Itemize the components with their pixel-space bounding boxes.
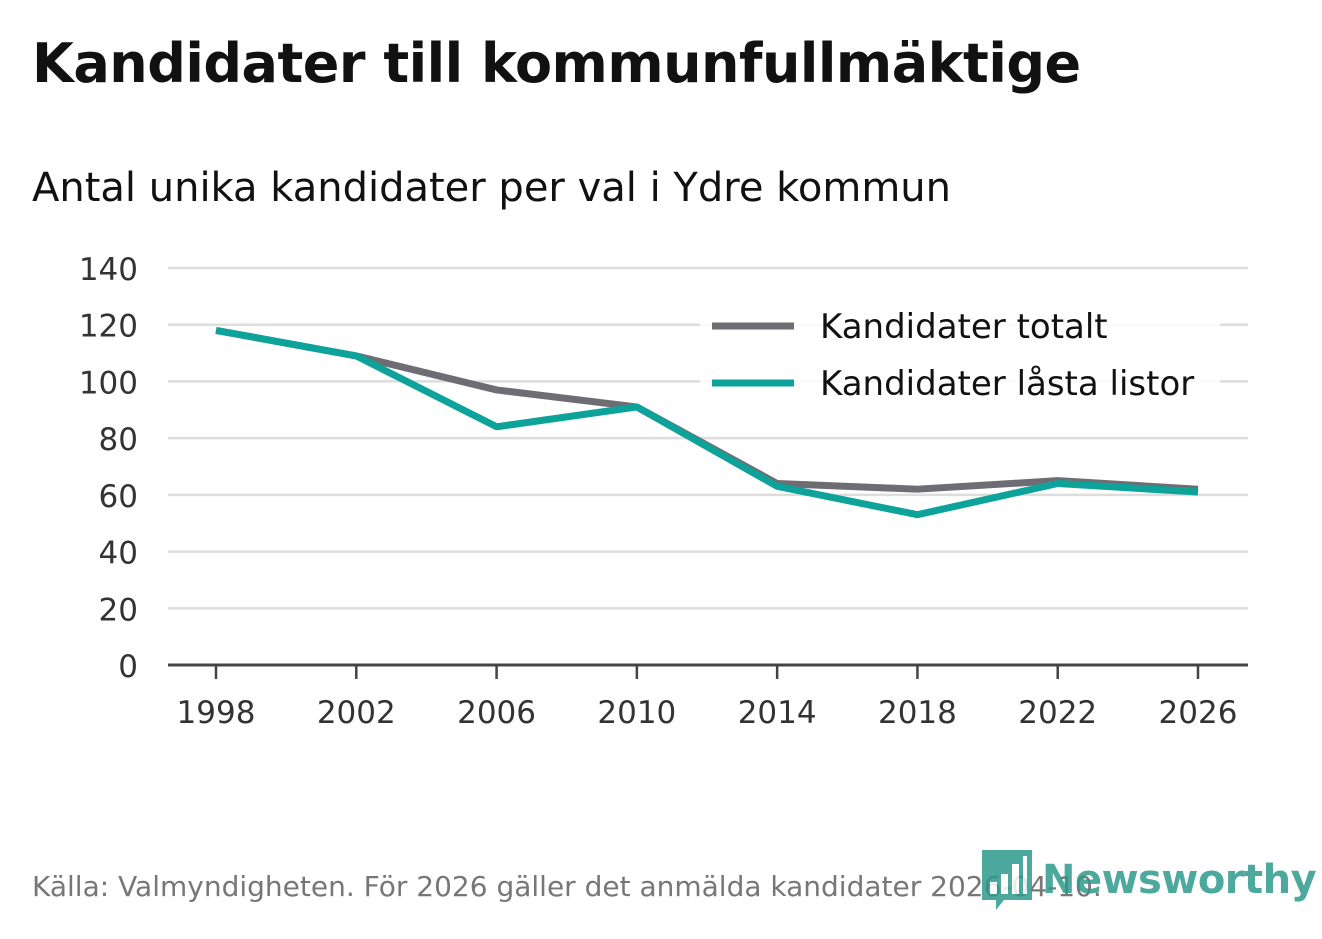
source-note: Källa: Valmyndigheten. För 2026 gäller d… [32,870,1102,903]
newsworthy-logo: Newsworthy [982,850,1317,910]
y-tick-label: 140 [79,252,138,288]
x-axis: 1998 2002 2006 2010 2014 2018 2022 2026 [168,663,1248,731]
y-tick-label: 60 [99,479,138,515]
x-tick-label: 2022 [1018,695,1097,731]
chart-subtitle: Antal unika kandidater per val i Ydre ko… [32,165,951,211]
y-tick-label: 0 [118,649,138,685]
x-tick-label: 2002 [317,695,396,731]
series-lines [215,326,1199,519]
legend-label: Kandidater låsta listor [820,364,1194,404]
y-tick-label: 100 [79,365,138,401]
x-tick-label: 1998 [177,695,256,731]
legend: Kandidater totalt Kandidater låsta listor [700,300,1220,412]
x-tick-label: 2018 [878,695,957,731]
legend-background [700,300,1220,412]
x-tick-label: 2010 [597,695,676,731]
logo-text: Newsworthy [1042,857,1317,903]
legend-label: Kandidater totalt [820,307,1108,347]
y-tick-label: 40 [99,536,138,572]
chart-title: Kandidater till kommunfullmäktige [32,32,1081,95]
bar-chart-speech-bubble-icon [982,850,1032,910]
y-axis-tick-labels: 0 20 40 60 80 100 120 140 [79,252,138,685]
y-tick-label: 120 [79,309,138,345]
x-tick-label: 2014 [738,695,817,731]
y-tick-label: 80 [99,422,138,458]
x-tick-label: 2006 [457,695,536,731]
x-tick-label: 2026 [1159,695,1238,731]
series-line-locked [215,326,1199,519]
y-tick-label: 20 [99,592,138,628]
